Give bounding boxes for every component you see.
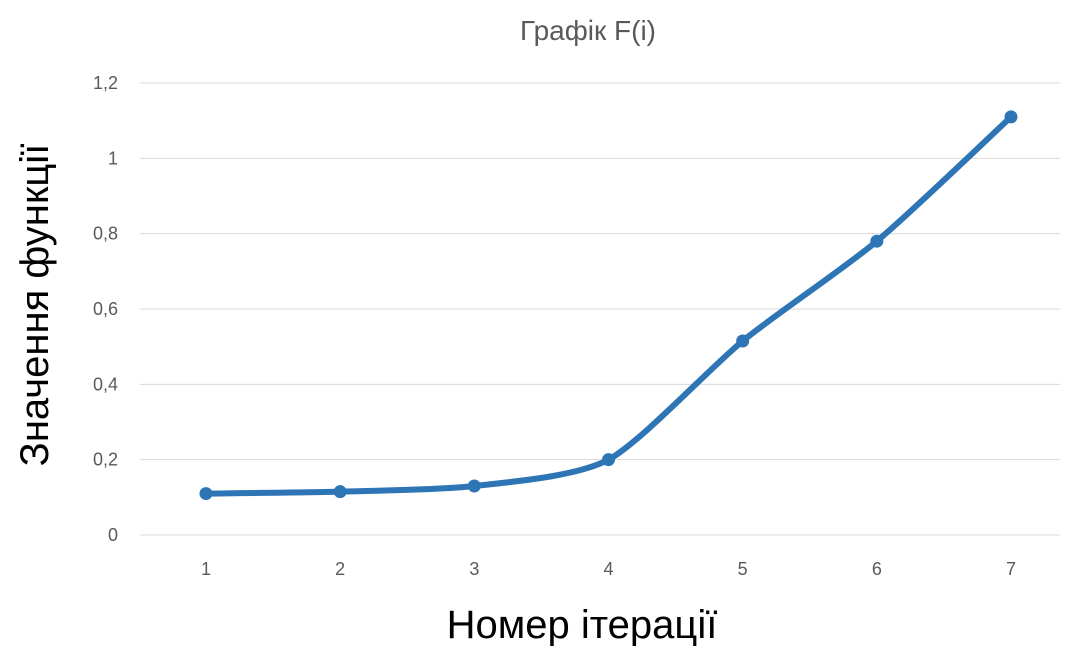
- x-tick-label: 4: [603, 559, 613, 579]
- x-tick-label: 6: [872, 559, 882, 579]
- y-tick-label: 1: [108, 148, 118, 168]
- x-tick-label: 1: [201, 559, 211, 579]
- y-gridlines: [140, 82, 1060, 536]
- y-tick-labels: 0 0,2 0,4 0,6 0,8 1 1,2: [93, 73, 118, 545]
- chart-title: Графік F(i): [520, 15, 656, 46]
- x-axis-title: Номер ітерації: [447, 603, 718, 646]
- x-tick-label: 3: [469, 559, 479, 579]
- data-point: [467, 479, 481, 493]
- data-point: [602, 453, 615, 467]
- y-axis-title: Значення функції: [13, 144, 57, 467]
- data-point: [736, 334, 750, 348]
- data-point: [199, 487, 213, 501]
- y-tick-label: 0,6: [93, 299, 118, 319]
- data-point: [870, 234, 884, 248]
- series-layer: [199, 110, 1018, 501]
- y-tick-label: 0,2: [93, 450, 118, 470]
- x-tick-label: 2: [335, 559, 345, 579]
- y-tick-label: 0,4: [93, 374, 118, 394]
- y-tick-label: 1,2: [93, 73, 118, 93]
- x-tick-label: 5: [738, 559, 748, 579]
- data-point: [333, 485, 347, 499]
- series-line: [203, 113, 1014, 497]
- x-tick-label: 7: [1006, 559, 1016, 579]
- data-point: [1004, 110, 1018, 124]
- x-tick-labels: 1 2 3 4 5 6 7: [201, 559, 1016, 579]
- y-tick-label: 0: [108, 525, 118, 545]
- y-tick-label: 0,8: [93, 224, 118, 244]
